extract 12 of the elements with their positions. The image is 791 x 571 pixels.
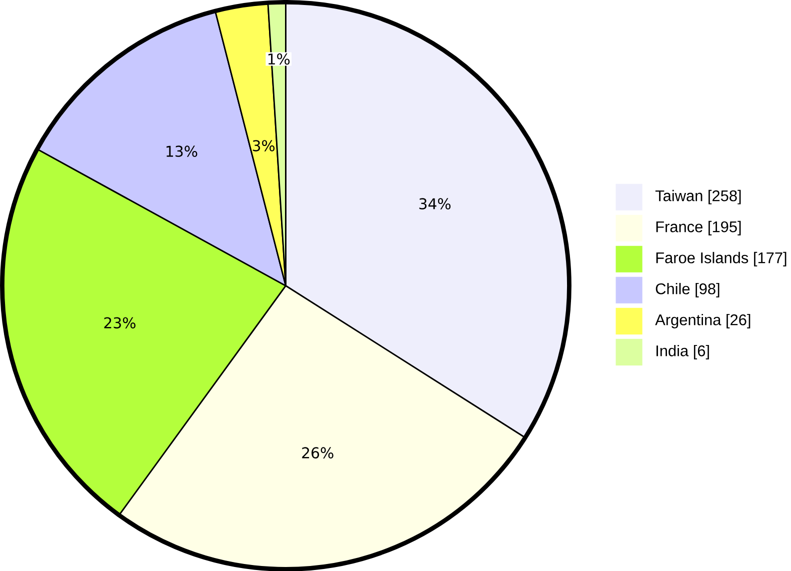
legend-label: Taiwan [258]	[655, 190, 741, 204]
data-label: 23%	[104, 316, 136, 328]
data-label: 13%	[166, 145, 198, 157]
data-label: 34%	[419, 198, 451, 210]
data-label: 1%	[268, 53, 290, 64]
legend-label: India [6]	[656, 344, 709, 360]
legend-label: Argentina [26]	[655, 314, 750, 328]
data-label: 26%	[302, 446, 334, 458]
data-label: 3%	[252, 140, 275, 152]
legend-label: Chile [98]	[656, 282, 720, 298]
legend-label: Faroe Islands [177]	[656, 252, 786, 266]
legend-label: France [195]	[656, 220, 741, 236]
